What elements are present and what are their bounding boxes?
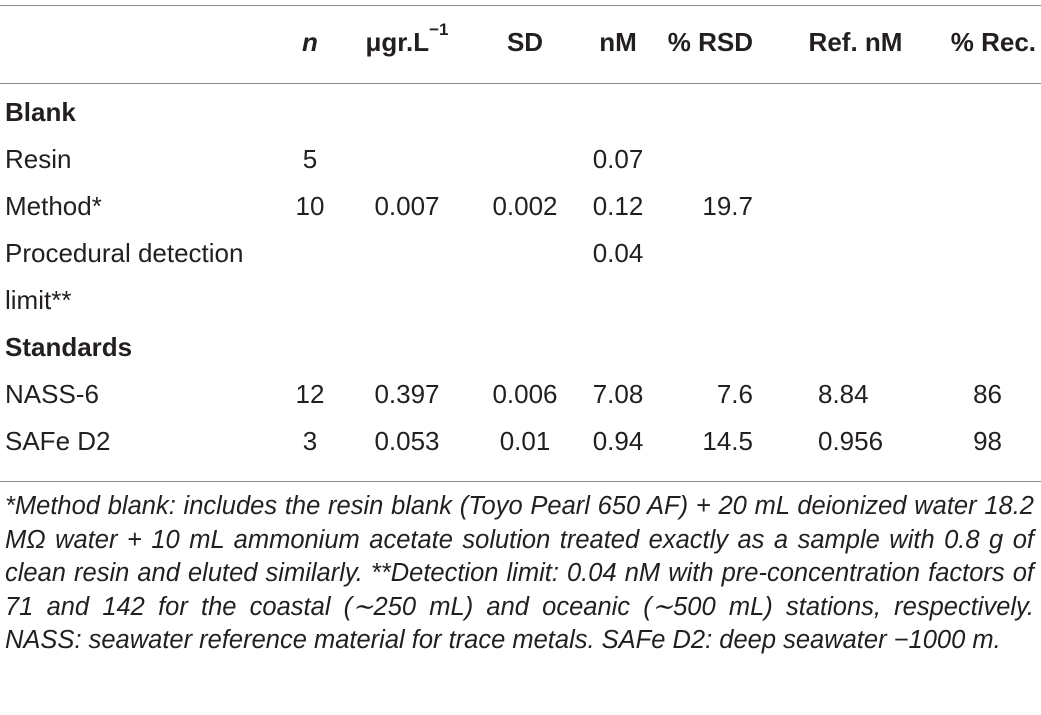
table-cell: 0.956 — [818, 426, 884, 456]
table-cell: 0.07 — [592, 144, 644, 174]
table-cell: 0.002 — [492, 191, 558, 221]
table-cell: 86 — [973, 379, 1002, 409]
table-cell: 12 — [295, 379, 325, 409]
table-cell: 0.007 — [374, 191, 440, 221]
column-header: % Rec. — [930, 19, 1036, 66]
header-text: nM — [599, 27, 637, 57]
row-label: SAFe D2 — [5, 426, 111, 456]
header-text: μgr.L — [365, 27, 430, 57]
section-title: Standards — [5, 332, 133, 362]
column-header: μgr.L−1 — [352, 19, 462, 66]
footnote: *Method blank: includes the resin blank … — [5, 492, 1034, 655]
header-text: Ref. nM — [808, 27, 903, 57]
table-cell: 0.053 — [374, 426, 440, 456]
table-cell: 3 — [302, 426, 318, 456]
row-label: Method* — [5, 191, 102, 221]
table-cell: 7.6 — [716, 379, 753, 409]
header-text: n — [302, 27, 318, 57]
section-title: Blank — [5, 97, 76, 127]
bottom-rule — [0, 481, 1041, 482]
table-cell: 0.12 — [592, 191, 644, 221]
column-header: SD — [480, 19, 570, 66]
column-header: nM — [580, 19, 656, 66]
row-label: Resin — [5, 144, 72, 174]
table-cell: 0.94 — [592, 426, 644, 456]
column-header: % RSD — [660, 19, 753, 66]
top-rule — [0, 5, 1041, 6]
table-cell: 10 — [295, 191, 325, 221]
table-cell: 0.006 — [492, 379, 558, 409]
header-text: SD — [506, 27, 544, 57]
table-cell: 0.397 — [374, 379, 440, 409]
table-cell: 98 — [973, 426, 1002, 456]
table-cell: 0.01 — [499, 426, 551, 456]
table-cell: 0.04 — [592, 238, 644, 268]
header-text: % Rec. — [950, 27, 1036, 57]
table-cell: 7.08 — [592, 379, 644, 409]
row-label: Procedural detection limit** — [5, 238, 244, 315]
table-cell: 5 — [302, 144, 318, 174]
header-superscript: −1 — [429, 20, 449, 39]
table-cell: 14.5 — [702, 426, 753, 456]
column-header: Ref. nM — [798, 19, 913, 66]
header-text: % RSD — [667, 27, 753, 57]
table-cell: 8.84 — [818, 379, 869, 409]
header-rule — [0, 83, 1041, 84]
table-cell: 19.7 — [702, 191, 753, 221]
column-header: n — [270, 19, 350, 66]
row-label: NASS-6 — [5, 379, 99, 409]
